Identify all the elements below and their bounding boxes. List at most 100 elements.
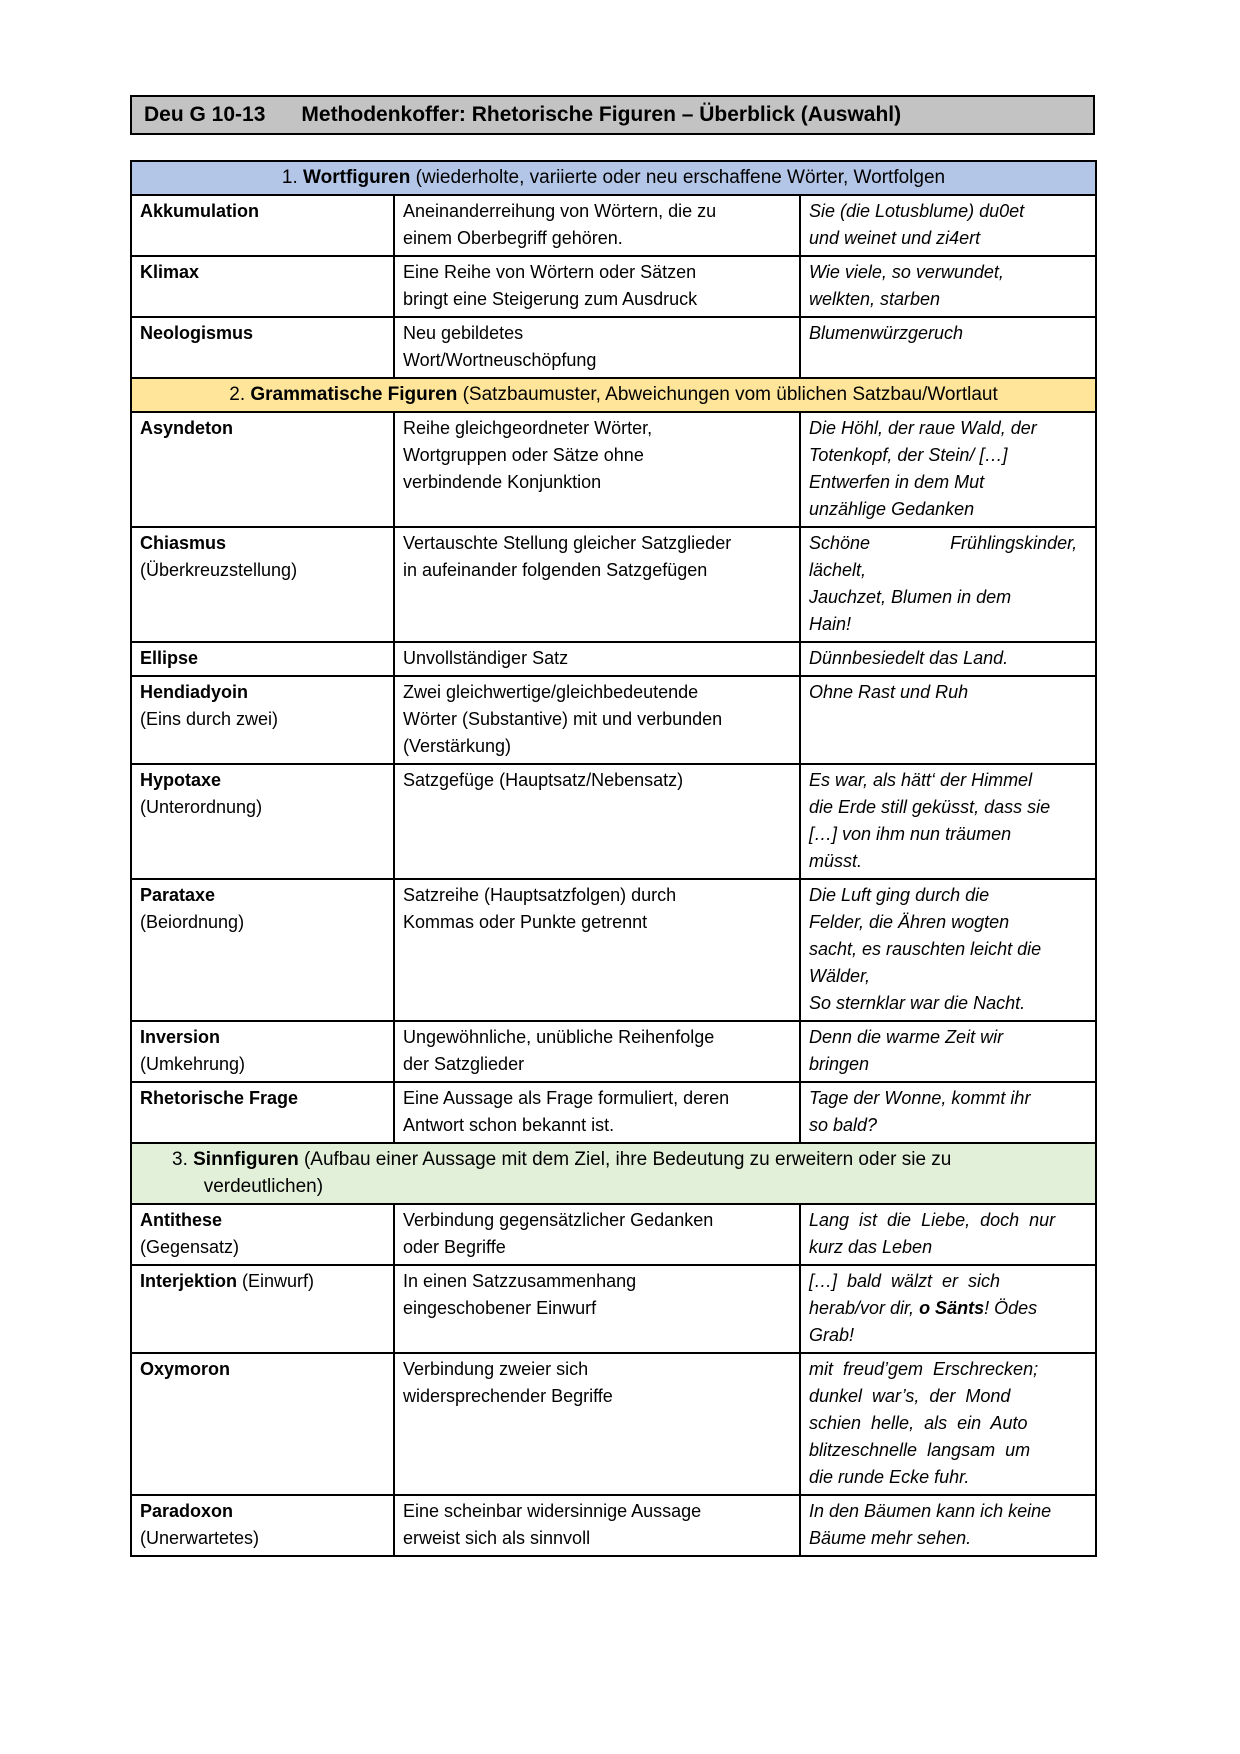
figure-term: Interjektion xyxy=(140,1271,238,1291)
figure-example: Sie (die Lotusblume) du0et und weinet un… xyxy=(809,201,1025,248)
figure-row: Parataxe (Beiordnung) Satzreihe (Hauptsatz… xyxy=(130,878,1097,1022)
figure-example: Lang ist die Liebe, doch nur kurz das Le… xyxy=(809,1210,1056,1257)
page-title: Methodenkoffer: Rhetorische Figuren – Üb… xyxy=(301,103,902,126)
figure-term-sub: (Gegensatz) xyxy=(140,1237,240,1257)
figure-term: Chiasmus xyxy=(140,533,227,553)
figure-term: Hypotaxe xyxy=(140,770,222,790)
figures-table-body: 1. Wortfiguren (wiederholte, variierte o… xyxy=(130,160,1097,1557)
figure-definition: Verbindung zweier sich widersprechender … xyxy=(393,1352,801,1496)
figure-example: Tage der Wonne, kommt ihr so bald? xyxy=(809,1088,1031,1135)
figure-name-cell: Rhetorische Frage xyxy=(130,1081,395,1144)
figure-term: Paradoxon xyxy=(140,1501,234,1521)
figure-example-cell: Es war, als hätt‘ der Himmel die Erde st… xyxy=(799,763,1097,880)
figure-definition: Neu gebildetes Wort/Wortneuschöpfung xyxy=(393,316,801,379)
figure-term: Parataxe xyxy=(140,885,216,905)
figure-row: Klimax Eine Reihe von Wörtern oder Sätzen… xyxy=(130,255,1097,318)
figure-definition: Verbindung gegensätzlicher Gedanken oder… xyxy=(393,1203,801,1266)
figure-term-line: Oxymoron xyxy=(140,1356,385,1383)
figure-term: Hendiadyoin xyxy=(140,682,249,702)
section-number: 3. xyxy=(172,1149,194,1170)
figure-row: Rhetorische Frage Eine Aussage als Frage … xyxy=(130,1081,1097,1144)
figure-row: Inversion (Umkehrung) Ungewöhnliche, unübl… xyxy=(130,1020,1097,1083)
figure-name-cell: Akkumulation xyxy=(130,194,395,257)
figure-term: Oxymoron xyxy=(140,1359,231,1379)
section-subtitle: (wiederholte, variierte oder neu erschaf… xyxy=(410,167,946,188)
figure-term-line: Paradoxon xyxy=(140,1498,385,1525)
figure-example-cell: Ohne Rast und Ruh xyxy=(799,675,1097,765)
figure-row: Antithese (Gegensatz) Verbindung gegensätz… xyxy=(130,1203,1097,1266)
figure-term: Inversion xyxy=(140,1027,221,1047)
figure-example: Es war, als hätt‘ der Himmel die Erde st… xyxy=(809,770,1051,871)
figure-example-cell: Blumenwürzgeruch xyxy=(799,316,1097,379)
figure-example-cell: Die Höhl, der raue Wald, der Totenkopf, … xyxy=(799,411,1097,528)
figure-name-cell: Klimax xyxy=(130,255,395,318)
section-subtitle: (Satzbaumuster, Abweichungen vom übliche… xyxy=(457,384,998,405)
figure-row: Chiasmus (Überkreuzstellung) Vertauschte S… xyxy=(130,526,1097,643)
figure-example-bold: o Sänts xyxy=(919,1298,985,1318)
figure-name-cell: Paradoxon (Unerwartetes) xyxy=(130,1494,395,1557)
figure-name-cell: Inversion (Umkehrung) xyxy=(130,1020,395,1083)
figure-example-cell: Dünnbesiedelt das Land. xyxy=(799,641,1097,677)
figure-row: Asyndeton Reihe gleichgeordneter Wörter, … xyxy=(130,411,1097,528)
figure-term-line: Rhetorische Frage xyxy=(140,1085,385,1112)
figure-row: Hypotaxe (Unterordnung) Satzgefüge (Haupts… xyxy=(130,763,1097,880)
figure-example-cell: Lang ist die Liebe, doch nur kurz das Le… xyxy=(799,1203,1097,1266)
figure-definition: Unvollständiger Satz xyxy=(393,641,801,677)
figure-term-line: Interjektion (Einwurf) xyxy=(140,1268,385,1295)
figure-example: Ohne Rast und Ruh xyxy=(809,682,969,702)
figure-definition: Satzreihe (Hauptsatzfolgen) durch Kommas… xyxy=(393,878,801,1022)
figure-term: Klimax xyxy=(140,262,200,282)
figure-definition: Eine scheinbar widersinnige Aussage erwe… xyxy=(393,1494,801,1557)
title-bar: Deu G 10-13 Methodenkoffer: Rhetorische … xyxy=(130,95,1095,135)
section-subtitle: (Aufbau einer Aussage mit dem Ziel, ihre… xyxy=(203,1149,952,1197)
figure-name-cell: Interjektion (Einwurf) xyxy=(130,1264,395,1354)
section-title: Sinnfiguren xyxy=(193,1149,299,1170)
figure-term-line: Inversion xyxy=(140,1024,385,1051)
figure-example-cell: Denn die warme Zeit wir bringen xyxy=(799,1020,1097,1083)
figure-example: In den Bäumen kann ich keine Bäume mehr … xyxy=(809,1501,1052,1548)
figure-term-sub: (Überkreuzstellung) xyxy=(140,560,298,580)
figure-example: […] bald wälzt er sich herab/vor dir, xyxy=(809,1271,1001,1318)
figure-name-cell: Antithese (Gegensatz) xyxy=(130,1203,395,1266)
figure-term-sub: (Unterordnung) xyxy=(140,797,263,817)
figure-definition: In einen Satzzusammenhang eingeschobener… xyxy=(393,1264,801,1354)
figure-definition: Aneinanderreihung von Wörtern, die zu ei… xyxy=(393,194,801,257)
figure-example: Denn die warme Zeit wir bringen xyxy=(809,1027,1004,1074)
figure-example-cell: Sie (die Lotusblume) du0et und weinet un… xyxy=(799,194,1097,257)
figure-term-line: Neologismus xyxy=(140,320,385,347)
figure-example: ! Ödes Grab! xyxy=(809,1298,1038,1345)
figure-term-line: Akkumulation xyxy=(140,198,385,225)
section-header-row: 3. Sinnfiguren (Aufbau einer Aussage mit… xyxy=(130,1142,1097,1205)
figure-term: Asyndeton xyxy=(140,418,234,438)
section-header-row: 2. Grammatische Figuren (Satzbaumuster, … xyxy=(130,377,1097,413)
figure-definition: Zwei gleichwertige/gleichbedeutende Wört… xyxy=(393,675,801,765)
figures-table: 1. Wortfiguren (wiederholte, variierte o… xyxy=(130,160,1097,1557)
figure-row: Ellipse Unvollständiger Satz Dünnbesiedelt… xyxy=(130,641,1097,677)
section-header: 3. Sinnfiguren (Aufbau einer Aussage mit… xyxy=(130,1142,1097,1205)
figure-term: Ellipse xyxy=(140,648,199,668)
figure-term-line: Chiasmus xyxy=(140,530,385,557)
section-title: Wortfiguren xyxy=(303,167,411,188)
figure-name-cell: Hypotaxe (Unterordnung) xyxy=(130,763,395,880)
section-number: 1. xyxy=(281,167,304,188)
figure-term-sub: (Unerwartetes) xyxy=(140,1528,260,1548)
figure-example-cell: […] bald wälzt er sich herab/vor dir, o … xyxy=(799,1264,1097,1354)
figure-definition: Eine Reihe von Wörtern oder Sätzen bring… xyxy=(393,255,801,318)
figure-example: Blumenwürzgeruch xyxy=(809,323,964,343)
figure-row: Oxymoron Verbindung zweier sich widerspre… xyxy=(130,1352,1097,1496)
figure-name-cell: Parataxe (Beiordnung) xyxy=(130,878,395,1022)
title-code: Deu G 10-13 xyxy=(144,103,266,126)
figure-definition: Satzgefüge (Hauptsatz/Nebensatz) xyxy=(393,763,801,880)
figure-example-cell: In den Bäumen kann ich keine Bäume mehr … xyxy=(799,1494,1097,1557)
figure-row: Neologismus Neu gebildetes Wort/Wortneusc… xyxy=(130,316,1097,379)
figure-example: mit freud’gem Erschrecken; dunkel war’s,… xyxy=(809,1359,1039,1487)
figure-term-note: (Einwurf) xyxy=(237,1271,315,1291)
section-header-row: 1. Wortfiguren (wiederholte, variierte o… xyxy=(130,160,1097,196)
figure-term: Antithese xyxy=(140,1210,223,1230)
figure-row: Akkumulation Aneinanderreihung von Wörter… xyxy=(130,194,1097,257)
figure-name-cell: Neologismus xyxy=(130,316,395,379)
figure-definition: Reihe gleichgeordneter Wörter, Wortgrupp… xyxy=(393,411,801,528)
section-header: 1. Wortfiguren (wiederholte, variierte o… xyxy=(130,160,1097,196)
figure-name-cell: Ellipse xyxy=(130,641,395,677)
